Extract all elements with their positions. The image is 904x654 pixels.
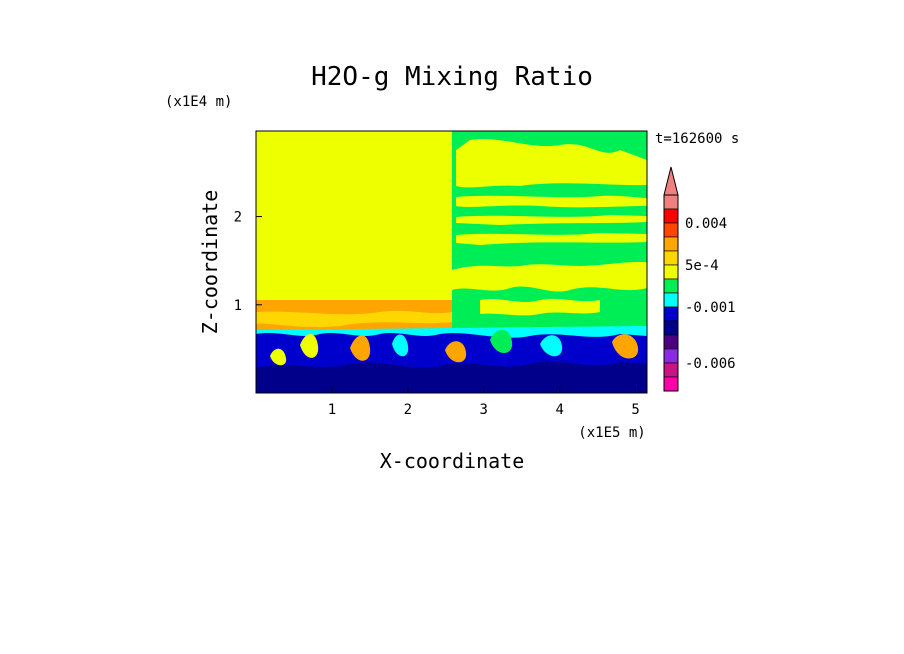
x-axis-label: X-coordinate (380, 449, 525, 473)
colorbar-swatch (663, 194, 679, 210)
colorbar-swatch (663, 376, 679, 392)
z-axis-label: Z-coordinate (198, 190, 222, 335)
chart-title: H2O-g Mixing Ratio (311, 62, 593, 92)
right-upper-yellow-patch (456, 138, 647, 188)
colorbar-swatch (663, 208, 679, 224)
z-tick-label: 2 (234, 210, 242, 226)
x-tick-label: 1 (328, 402, 336, 418)
colorbar-swatch (663, 348, 679, 364)
colorbar-extend-arrow (663, 166, 679, 196)
x-unit-label: (x1E5 m) (578, 425, 645, 441)
plume-7 (612, 334, 639, 359)
orange-lower-ridge (256, 310, 452, 328)
colorbar-swatch (663, 264, 679, 280)
colorbar-swatch (663, 334, 679, 350)
plume-6 (540, 335, 563, 357)
plume-2 (350, 335, 371, 361)
colorbar-tick-label: -0.001 (685, 300, 736, 316)
colorbar-swatch (663, 362, 679, 378)
plume-1 (300, 333, 319, 358)
x-tick-label: 5 (631, 402, 639, 418)
x-axis: 1 2 3 4 5 (328, 387, 640, 418)
plume-8 (270, 348, 287, 366)
plot-frame (255, 130, 648, 394)
contour-field (256, 131, 647, 393)
plume-3 (392, 334, 409, 357)
right-upper-yellow-streak-1 (456, 195, 647, 208)
x-tick-label: 3 (480, 402, 488, 418)
plume-4 (445, 341, 467, 363)
colorbar-tick-label: 5e-4 (685, 258, 719, 274)
plume-5 (490, 329, 513, 353)
right-upper-yellow-streak-2 (456, 215, 647, 225)
x-tick-label: 2 (404, 402, 412, 418)
colorbar-swatch (663, 236, 679, 252)
x-tick-label: 4 (555, 402, 563, 418)
z-tick-label: 1 (234, 298, 242, 314)
colorbar-tick-label: -0.006 (685, 356, 736, 372)
colorbar-tick-label: 0.004 (685, 216, 727, 232)
colorbar-swatch (663, 250, 679, 266)
colorbar-swatch (663, 278, 679, 294)
z-unit-label: (x1E4 m) (165, 94, 232, 110)
colorbar-swatch (663, 306, 679, 322)
colorbar-frame (663, 194, 679, 392)
time-label: t=162600 s (655, 131, 739, 147)
right-upper-yellow-streak-3 (456, 233, 647, 245)
colorbar-swatch (663, 320, 679, 336)
surface-layer-navy (256, 361, 647, 393)
right-mid-yellow-blobs (480, 298, 600, 316)
colorbar-swatch (663, 222, 679, 238)
colorbar-swatch (663, 292, 679, 308)
z-axis: 12 (234, 210, 262, 314)
colorbar: 0.004 5e-4 -0.001 -0.006 (663, 166, 736, 392)
